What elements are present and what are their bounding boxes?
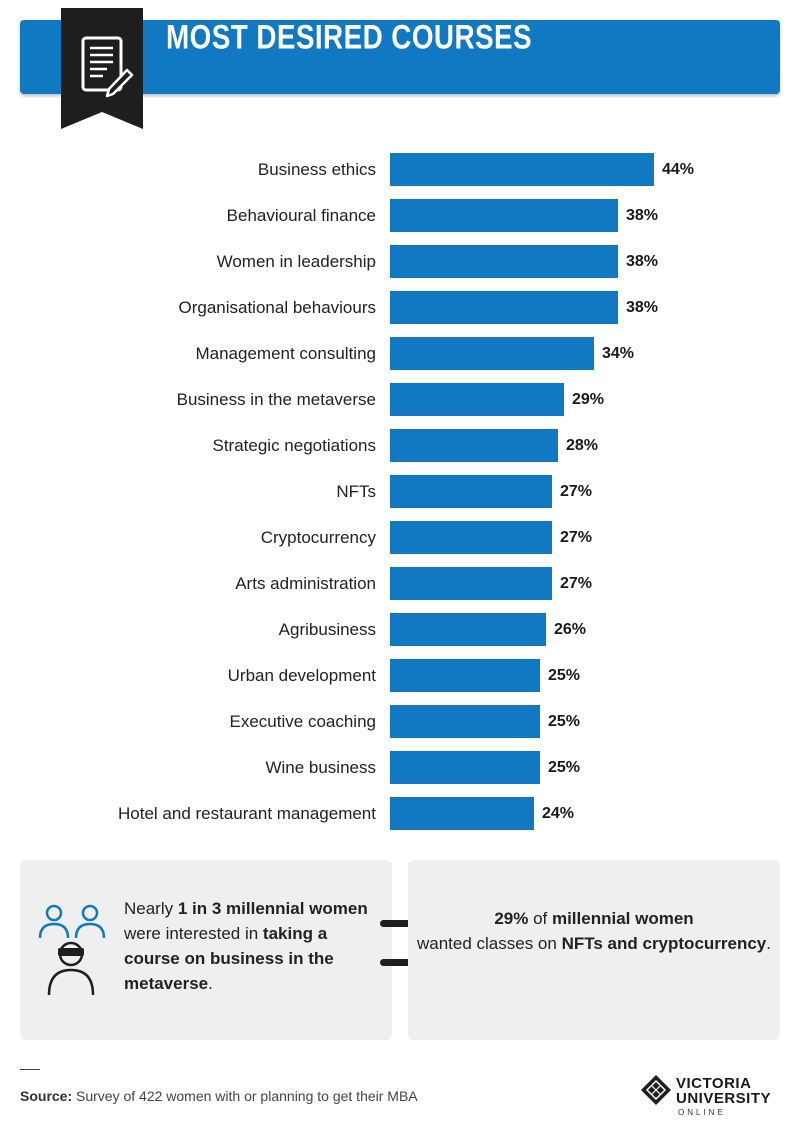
- bar-chart: Business ethics 44% Behavioural finance 38%…: [118, 153, 694, 830]
- left-panel-text: Nearly 1 in 3 millennial women were inte…: [124, 899, 368, 993]
- value-label: 27%: [560, 529, 592, 546]
- value-label: 25%: [548, 713, 580, 730]
- category-label: Women in leadership: [217, 252, 376, 271]
- value-label: 25%: [548, 759, 580, 776]
- right-panel-text: 29% of millennial women wanted classes o…: [416, 909, 771, 953]
- category-label: Hotel and restaurant management: [118, 804, 376, 823]
- category-label: Organisational behaviours: [178, 298, 376, 317]
- bar: [390, 429, 558, 462]
- bar: [390, 521, 552, 554]
- logo-wordmark: VICTORIA UNIVERSITY: [676, 1075, 772, 1107]
- bar: [390, 199, 618, 232]
- category-label: Behavioural finance: [227, 206, 376, 225]
- category-label: Agribusiness: [279, 620, 376, 639]
- category-label: Urban development: [228, 666, 377, 685]
- bar: [390, 475, 552, 508]
- bar: [390, 245, 618, 278]
- page-title: MOST DESIRED COURSES: [166, 18, 533, 57]
- diamond-logo-icon: [641, 1075, 671, 1105]
- category-label: Strategic negotiations: [213, 436, 377, 455]
- category-label: NFTs: [336, 482, 376, 501]
- value-label: 29%: [572, 391, 604, 408]
- category-label: Arts administration: [235, 574, 376, 593]
- stat-panel-right: 29% of millennial women wanted classes o…: [408, 860, 780, 1040]
- category-label: Cryptocurrency: [261, 528, 377, 547]
- university-logo: VICTORIA UNIVERSITY ONLINE: [640, 1074, 772, 1120]
- document-pen-icon: [61, 8, 143, 129]
- bar: [390, 567, 552, 600]
- value-label: 26%: [554, 621, 586, 638]
- value-label: 27%: [560, 575, 592, 592]
- value-label: 38%: [626, 253, 658, 270]
- logo-subtitle: ONLINE: [678, 1108, 726, 1117]
- value-label: 25%: [548, 667, 580, 684]
- bar: [390, 751, 540, 784]
- value-label: 34%: [602, 345, 634, 362]
- equals-icon: [380, 920, 416, 966]
- header-banner: [20, 20, 780, 94]
- category-label: Business ethics: [258, 160, 376, 179]
- value-label: 28%: [566, 437, 598, 454]
- bar: [390, 337, 594, 370]
- category-label: Management consulting: [195, 344, 376, 363]
- bar: [390, 153, 654, 186]
- category-label: Wine business: [265, 758, 376, 777]
- bar: [390, 705, 540, 738]
- bar: [390, 383, 564, 416]
- value-label: 38%: [626, 299, 658, 316]
- value-label: 44%: [662, 161, 694, 178]
- bar: [390, 797, 534, 830]
- value-label: 24%: [542, 805, 574, 822]
- value-label: 27%: [560, 483, 592, 500]
- bar: [390, 613, 546, 646]
- source-note: Source: Survey of 422 women with or plan…: [20, 1088, 418, 1104]
- bar: [390, 659, 540, 692]
- people-vr-headset-icon: [38, 904, 106, 996]
- value-label: 38%: [626, 207, 658, 224]
- stat-panel-left: Nearly 1 in 3 millennial women were inte…: [20, 860, 392, 1040]
- footer-divider: [20, 1069, 40, 1070]
- category-label: Business in the metaverse: [177, 390, 376, 409]
- bar: [390, 291, 618, 324]
- category-label: Executive coaching: [230, 712, 376, 731]
